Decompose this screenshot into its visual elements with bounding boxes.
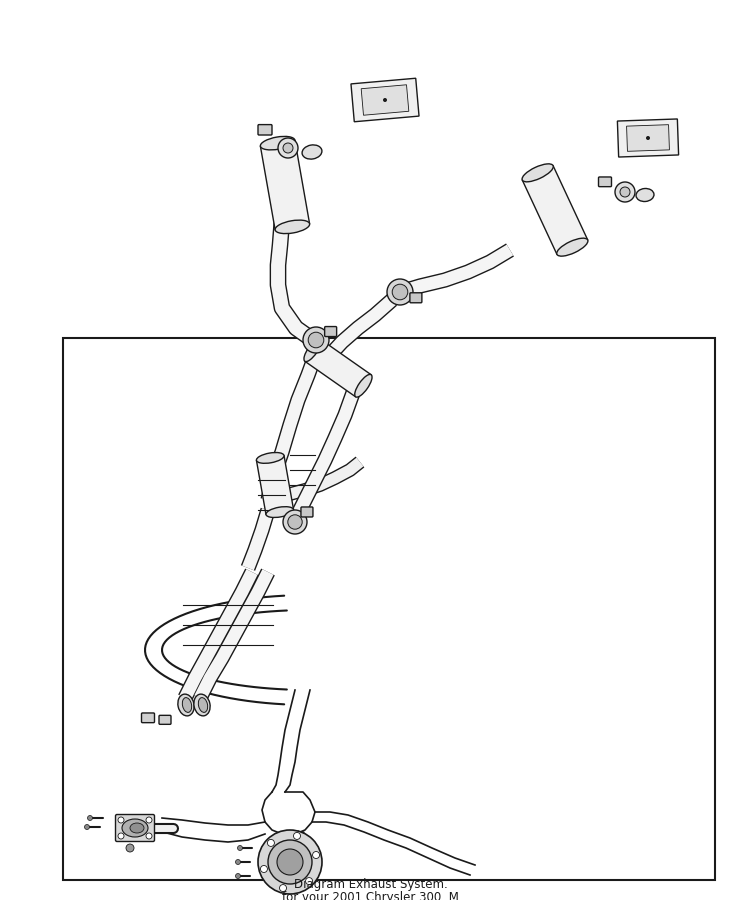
Polygon shape (351, 78, 419, 122)
FancyBboxPatch shape (410, 292, 422, 302)
Polygon shape (280, 832, 304, 862)
Circle shape (84, 824, 90, 830)
Ellipse shape (260, 137, 295, 150)
Ellipse shape (355, 374, 372, 397)
Circle shape (303, 327, 329, 353)
Circle shape (118, 833, 124, 839)
FancyBboxPatch shape (116, 814, 155, 842)
Ellipse shape (130, 823, 144, 833)
Circle shape (268, 840, 312, 884)
Circle shape (392, 284, 408, 300)
Ellipse shape (304, 338, 322, 362)
Circle shape (305, 878, 313, 885)
Polygon shape (522, 166, 588, 255)
Circle shape (277, 849, 303, 875)
Bar (63, 338, 715, 880)
Polygon shape (627, 125, 669, 151)
FancyBboxPatch shape (325, 327, 336, 337)
Circle shape (268, 840, 274, 846)
Polygon shape (617, 119, 679, 157)
Ellipse shape (636, 188, 654, 202)
Circle shape (288, 515, 302, 529)
Polygon shape (305, 339, 371, 397)
Ellipse shape (556, 238, 588, 256)
Ellipse shape (199, 698, 207, 713)
Ellipse shape (194, 694, 210, 716)
Circle shape (308, 332, 324, 347)
Circle shape (387, 279, 413, 305)
Circle shape (126, 844, 134, 852)
Circle shape (236, 874, 241, 878)
FancyBboxPatch shape (258, 124, 272, 135)
Polygon shape (256, 455, 293, 515)
Ellipse shape (256, 453, 284, 464)
Circle shape (646, 136, 650, 140)
Circle shape (283, 510, 307, 534)
Ellipse shape (182, 698, 192, 713)
FancyBboxPatch shape (301, 507, 313, 517)
FancyBboxPatch shape (142, 713, 155, 723)
Circle shape (146, 817, 152, 823)
Circle shape (293, 832, 301, 840)
Circle shape (383, 98, 387, 102)
Circle shape (260, 866, 268, 872)
Circle shape (238, 845, 242, 850)
Ellipse shape (178, 694, 194, 716)
FancyBboxPatch shape (599, 177, 611, 186)
Ellipse shape (266, 507, 293, 517)
Ellipse shape (302, 145, 322, 159)
Circle shape (146, 833, 152, 839)
Ellipse shape (522, 164, 554, 182)
Ellipse shape (275, 220, 310, 234)
Circle shape (87, 815, 93, 821)
Circle shape (620, 187, 630, 197)
Circle shape (236, 860, 241, 865)
Ellipse shape (122, 819, 148, 837)
Circle shape (615, 182, 635, 202)
Text: Diagram Exhaust System.: Diagram Exhaust System. (293, 878, 448, 891)
Circle shape (279, 885, 287, 892)
Polygon shape (361, 85, 409, 115)
FancyBboxPatch shape (159, 716, 171, 724)
Circle shape (313, 851, 319, 859)
Text: for your 2001 Chrysler 300  M: for your 2001 Chrysler 300 M (282, 891, 459, 900)
Polygon shape (260, 140, 310, 230)
Circle shape (118, 817, 124, 823)
Circle shape (278, 138, 298, 158)
Circle shape (283, 143, 293, 153)
Circle shape (258, 830, 322, 894)
